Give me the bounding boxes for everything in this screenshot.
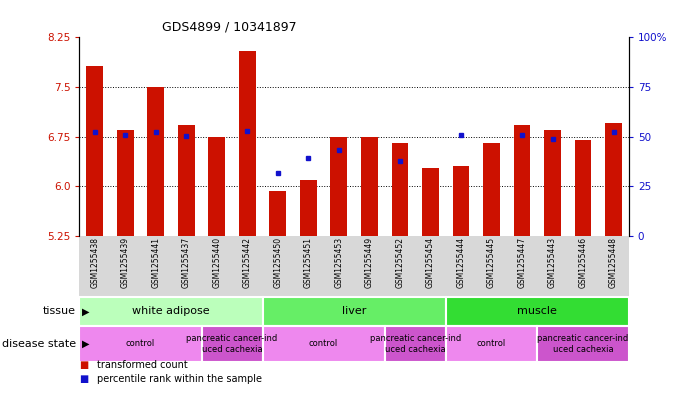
Text: GSM1255439: GSM1255439	[121, 237, 130, 288]
Text: GSM1255447: GSM1255447	[518, 237, 527, 288]
Text: GSM1255452: GSM1255452	[395, 237, 404, 288]
Bar	[483, 143, 500, 236]
Bar	[209, 136, 225, 236]
Bar	[385, 326, 446, 362]
Text: GSM1255442: GSM1255442	[243, 237, 252, 288]
Text: GDS4899 / 10341897: GDS4899 / 10341897	[162, 20, 297, 33]
Text: ■: ■	[79, 360, 88, 371]
Text: ■: ■	[79, 374, 88, 384]
Text: GSM1255441: GSM1255441	[151, 237, 160, 288]
Text: ▶: ▶	[82, 339, 89, 349]
Text: white adipose: white adipose	[132, 307, 210, 316]
Text: pancreatic cancer-ind
uced cachexia: pancreatic cancer-ind uced cachexia	[538, 334, 629, 354]
Text: disease state: disease state	[2, 339, 76, 349]
Bar	[361, 136, 378, 236]
Text: percentile rank within the sample: percentile rank within the sample	[97, 374, 262, 384]
Bar	[79, 326, 202, 362]
Bar	[300, 180, 316, 236]
Text: liver: liver	[342, 307, 366, 316]
Bar	[263, 297, 446, 326]
Text: pancreatic cancer-ind
uced cachexia: pancreatic cancer-ind uced cachexia	[370, 334, 461, 354]
Text: pancreatic cancer-ind
uced cachexia: pancreatic cancer-ind uced cachexia	[187, 334, 278, 354]
Text: GSM1255450: GSM1255450	[274, 237, 283, 288]
Bar	[269, 191, 286, 236]
Bar	[446, 326, 538, 362]
Bar	[79, 297, 263, 326]
Bar	[392, 143, 408, 236]
Bar	[453, 166, 469, 236]
Text: GSM1255449: GSM1255449	[365, 237, 374, 288]
Bar	[147, 87, 164, 236]
Bar	[446, 297, 629, 326]
Bar	[86, 66, 103, 236]
Text: control: control	[126, 340, 155, 348]
Bar	[239, 51, 256, 236]
Bar	[422, 168, 439, 236]
Bar	[202, 326, 263, 362]
Text: GSM1255451: GSM1255451	[304, 237, 313, 288]
Bar	[330, 136, 348, 236]
Text: tissue: tissue	[43, 307, 76, 316]
Text: control: control	[477, 340, 506, 348]
Text: GSM1255446: GSM1255446	[578, 237, 587, 288]
Bar	[513, 125, 531, 236]
Text: GSM1255453: GSM1255453	[334, 237, 343, 288]
Text: GSM1255444: GSM1255444	[457, 237, 466, 288]
Text: transformed count: transformed count	[97, 360, 187, 371]
Text: ▶: ▶	[82, 307, 89, 316]
Bar	[544, 130, 561, 236]
Text: GSM1255445: GSM1255445	[487, 237, 496, 288]
Text: GSM1255440: GSM1255440	[212, 237, 221, 288]
Text: GSM1255448: GSM1255448	[609, 237, 618, 288]
Bar	[605, 123, 622, 236]
Text: GSM1255437: GSM1255437	[182, 237, 191, 288]
Bar	[263, 326, 385, 362]
Bar	[117, 130, 133, 236]
Bar	[538, 326, 629, 362]
Text: GSM1255443: GSM1255443	[548, 237, 557, 288]
Text: muscle: muscle	[518, 307, 557, 316]
Text: GSM1255454: GSM1255454	[426, 237, 435, 288]
Text: GSM1255438: GSM1255438	[91, 237, 100, 288]
Text: control: control	[309, 340, 338, 348]
Bar	[178, 125, 195, 236]
Bar	[575, 140, 591, 236]
